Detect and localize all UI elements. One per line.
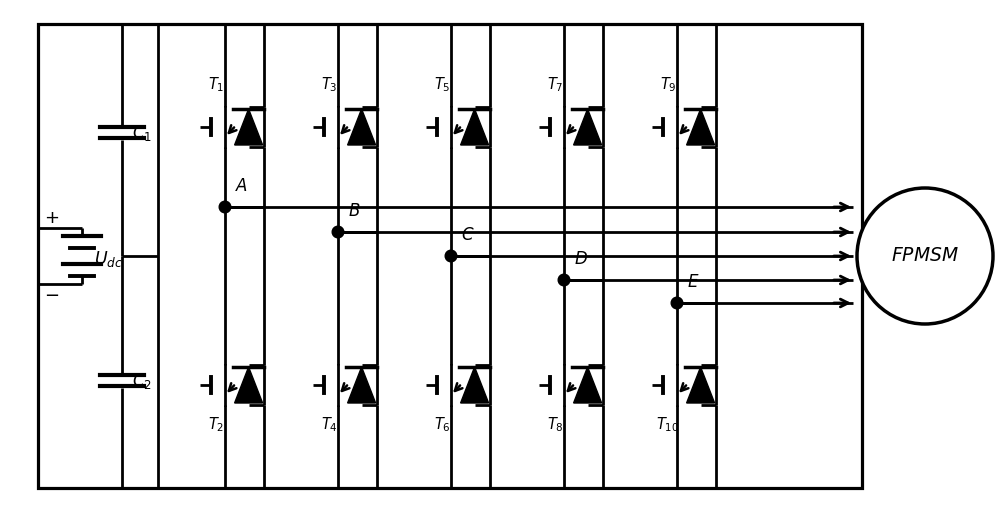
Polygon shape xyxy=(348,367,376,403)
Polygon shape xyxy=(687,109,715,145)
Text: $D$: $D$ xyxy=(574,251,588,268)
Text: $C$: $C$ xyxy=(461,227,475,244)
Text: $T_{8}$: $T_{8}$ xyxy=(547,415,563,434)
Text: $C_2$: $C_2$ xyxy=(132,371,152,391)
Polygon shape xyxy=(461,109,489,145)
Polygon shape xyxy=(461,367,489,403)
Text: $T_{4}$: $T_{4}$ xyxy=(321,415,337,434)
Circle shape xyxy=(332,226,344,238)
Polygon shape xyxy=(574,109,602,145)
Text: $T_{2}$: $T_{2}$ xyxy=(208,415,224,434)
Text: $A$: $A$ xyxy=(235,178,248,195)
Circle shape xyxy=(219,201,231,213)
Text: $T_{7}$: $T_{7}$ xyxy=(547,75,563,94)
Polygon shape xyxy=(574,367,602,403)
Text: $T_{5}$: $T_{5}$ xyxy=(434,75,450,94)
Text: $T_{10}$: $T_{10}$ xyxy=(656,415,680,434)
Polygon shape xyxy=(235,109,263,145)
Text: $T_{9}$: $T_{9}$ xyxy=(660,75,676,94)
Polygon shape xyxy=(348,109,376,145)
Circle shape xyxy=(671,297,683,309)
Text: $+$: $+$ xyxy=(44,209,59,227)
Circle shape xyxy=(857,188,993,324)
Polygon shape xyxy=(235,367,263,403)
Text: $T_{3}$: $T_{3}$ xyxy=(321,75,337,94)
Text: $-$: $-$ xyxy=(44,285,59,303)
Text: $T_{1}$: $T_{1}$ xyxy=(208,75,224,94)
Polygon shape xyxy=(687,367,715,403)
Circle shape xyxy=(558,274,570,286)
Text: $E$: $E$ xyxy=(687,274,699,291)
Text: $C_1$: $C_1$ xyxy=(132,123,152,143)
Text: $U_{dc}$: $U_{dc}$ xyxy=(94,249,123,269)
Text: $B$: $B$ xyxy=(348,203,360,220)
Text: $FPMSM$: $FPMSM$ xyxy=(891,247,959,265)
Circle shape xyxy=(445,250,457,262)
Text: $T_{6}$: $T_{6}$ xyxy=(434,415,450,434)
